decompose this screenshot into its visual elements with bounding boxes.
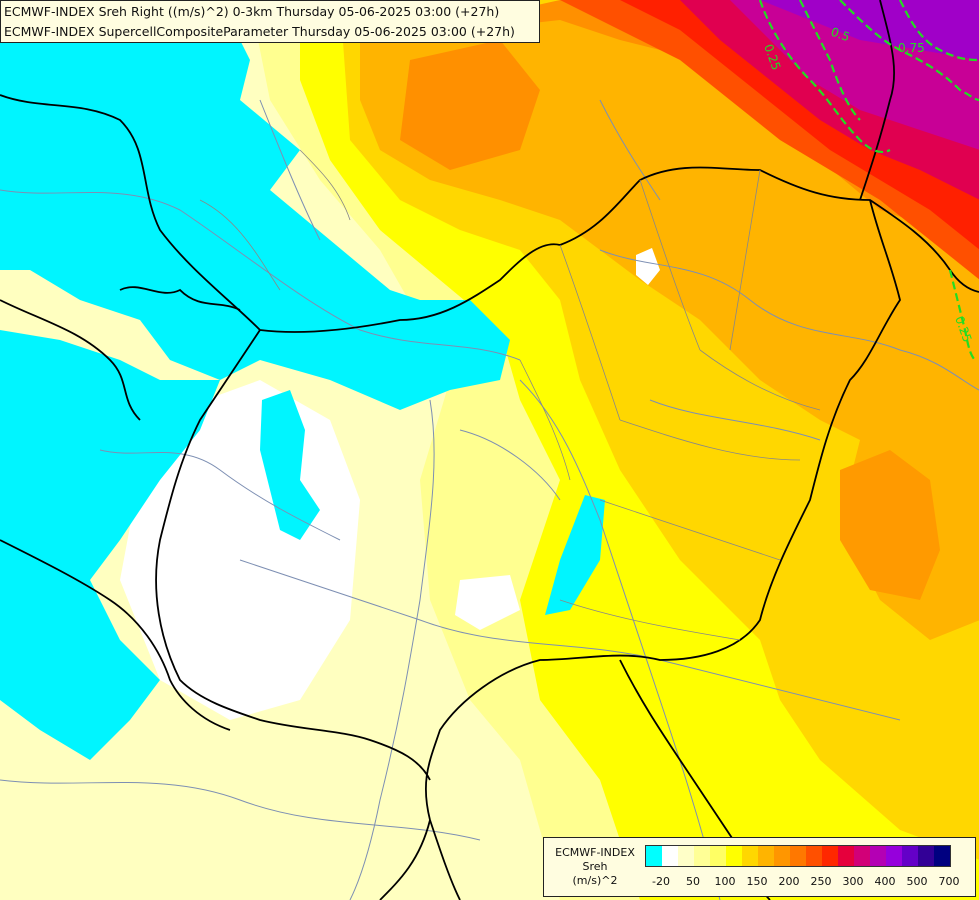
color-legend: ECMWF-INDEX Sreh (m/s)^2 -20 50 100 150 200 2…: [543, 837, 976, 897]
map-title-box: ECMWF-INDEX Sreh Right ((m/s)^2) 0-3km T…: [0, 0, 540, 43]
map-title-line-2: ECMWF-INDEX SupercellCompositeParameter …: [4, 24, 515, 39]
legend-tick: -20: [652, 875, 670, 888]
legend-swatch: [694, 846, 710, 866]
contour-label-075: 0.75: [898, 41, 925, 55]
legend-color-bar: [645, 845, 951, 867]
legend-swatch: [790, 846, 806, 866]
legend-swatch: [822, 846, 838, 866]
legend-swatch: [758, 846, 774, 866]
legend-swatch: [934, 846, 950, 866]
field-cyan-north: [0, 0, 510, 410]
field-white-center: [455, 575, 520, 630]
legend-swatch: [662, 846, 678, 866]
field-cyan-south: [545, 495, 605, 615]
legend-swatch: [726, 846, 742, 866]
legend-swatch: [774, 846, 790, 866]
legend-swatch: [918, 846, 934, 866]
legend-tick: 400: [874, 875, 896, 888]
field-cyan-west: [0, 330, 220, 760]
legend-swatch: [806, 846, 822, 866]
map-title-line-1: ECMWF-INDEX Sreh Right ((m/s)^2) 0-3km T…: [4, 4, 500, 19]
legend-label: ECMWF-INDEX Sreh (m/s)^2: [548, 846, 642, 888]
legend-label-source: ECMWF-INDEX: [555, 846, 635, 859]
field-orange-hotspot: [840, 450, 940, 600]
legend-tick: 250: [810, 875, 832, 888]
legend-tick: 50: [686, 875, 700, 888]
legend-swatch: [646, 846, 662, 866]
region-borders: [199, 149, 821, 641]
legend-label-unit: (m/s)^2: [572, 874, 618, 887]
legend-label-param: Sreh: [582, 860, 608, 873]
legend-tick: 200: [778, 875, 800, 888]
legend-swatch: [710, 846, 726, 866]
legend-tick: 500: [906, 875, 928, 888]
field-cyan-lake: [260, 390, 320, 540]
legend-tick-labels: -20 50 100 150 200 250 300 400 500 700: [645, 875, 970, 889]
legend-swatch: [870, 846, 886, 866]
field-purple: [760, 0, 979, 60]
legend-swatch: [854, 846, 870, 866]
legend-tick: 150: [746, 875, 768, 888]
field-white-spot: [636, 248, 660, 285]
field-cyan-west-2: [0, 500, 80, 600]
legend-swatch: [742, 846, 758, 866]
legend-swatch: [838, 846, 854, 866]
rivers: [0, 99, 979, 900]
legend-tick: 700: [938, 875, 960, 888]
legend-swatch: [678, 846, 694, 866]
legend-tick: 300: [842, 875, 864, 888]
contour-label-05: 0.5: [829, 25, 852, 45]
legend-swatch: [886, 846, 902, 866]
legend-swatch: [902, 846, 918, 866]
scp-contours: [758, 0, 979, 361]
legend-tick: 100: [714, 875, 736, 888]
